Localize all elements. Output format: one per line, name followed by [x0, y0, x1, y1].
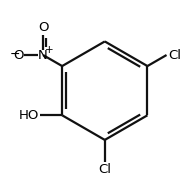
Text: N: N [38, 49, 48, 62]
Text: O: O [13, 49, 24, 62]
Text: +: + [45, 45, 54, 55]
Text: HO: HO [19, 109, 39, 122]
Text: Cl: Cl [98, 163, 111, 176]
Text: O: O [38, 21, 48, 34]
Text: Cl: Cl [168, 49, 181, 62]
Text: −: − [9, 48, 20, 61]
